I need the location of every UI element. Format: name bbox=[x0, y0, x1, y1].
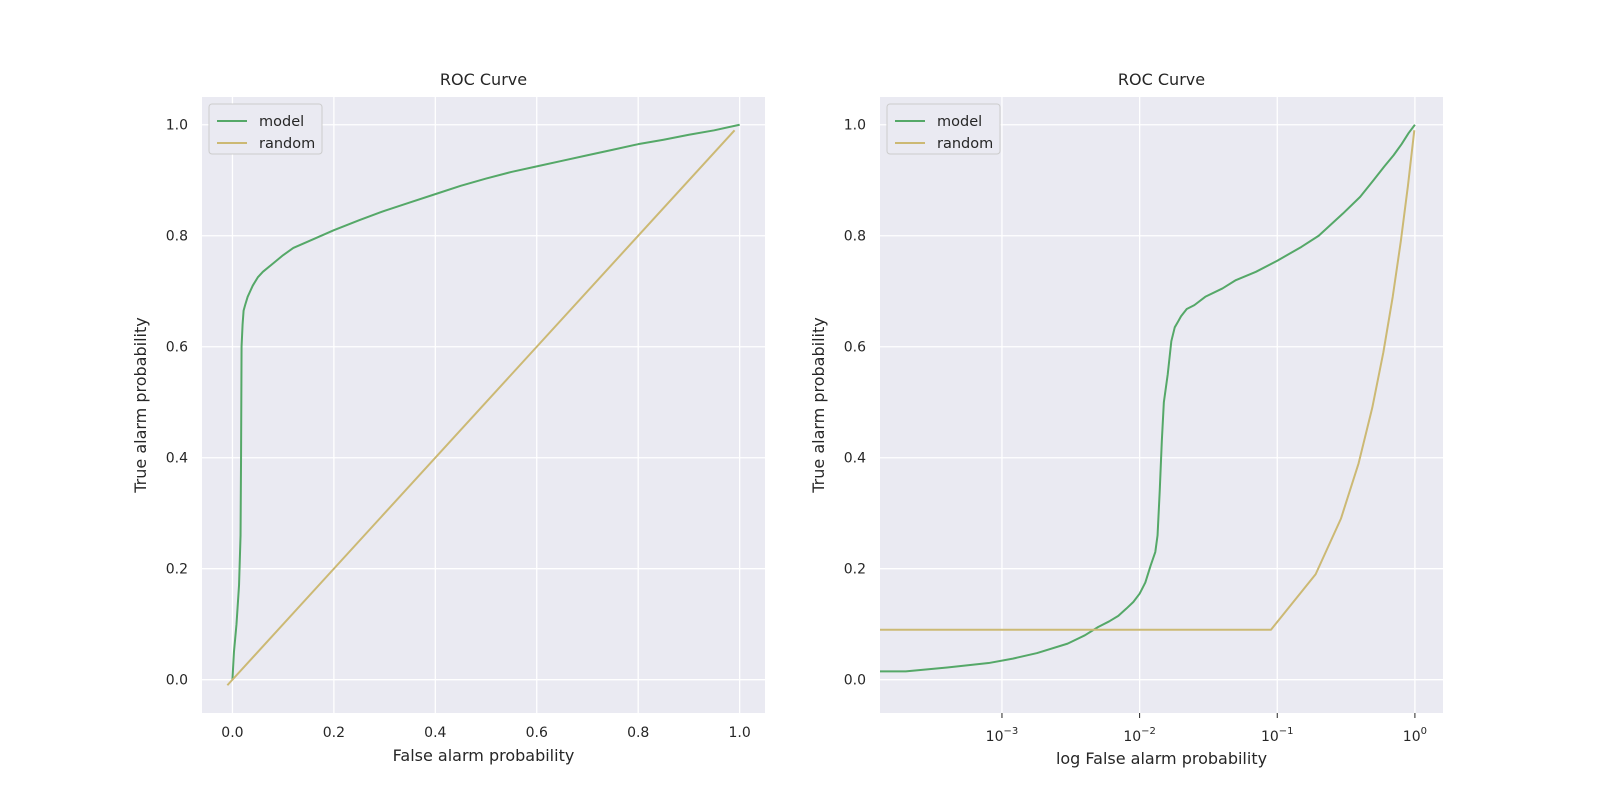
x-tick-label: 0.2 bbox=[323, 725, 345, 741]
series-line-random bbox=[880, 130, 1416, 631]
chart-1: 0.0 0.2 0.4 0.6 0.8 1.0 0.0 0.2 0.4 0.6 0.8 1.0 ROC … bbox=[131, 70, 765, 765]
series-line-model bbox=[231, 123, 740, 680]
chart-title: ROC Curve bbox=[1118, 70, 1205, 89]
legend-label-model: model bbox=[259, 114, 304, 130]
x-tick-label: 100 bbox=[1403, 726, 1427, 745]
x-axis-label: False alarm probability bbox=[393, 746, 575, 765]
legend-frame bbox=[208, 103, 323, 155]
y-tick-label: 1.0 bbox=[844, 118, 866, 134]
y-tick-label: 0.0 bbox=[166, 673, 188, 689]
x-tick-label: 10−1 bbox=[1261, 726, 1294, 745]
y-axis-label: True alarm probability bbox=[131, 317, 150, 493]
legend: model random bbox=[886, 103, 1001, 155]
y-axis-label: True alarm probability bbox=[809, 317, 828, 493]
x-tick-label: 0.8 bbox=[627, 725, 649, 741]
y-tick-label: 0.8 bbox=[166, 229, 188, 245]
y-tick-label: 0.6 bbox=[166, 340, 188, 356]
x-tick-label: 10−2 bbox=[1123, 726, 1156, 745]
x-tick-label: 10−3 bbox=[986, 726, 1019, 745]
y-tick-label: 1.0 bbox=[166, 118, 188, 134]
plot-area bbox=[880, 97, 1443, 713]
legend: model random bbox=[208, 103, 323, 155]
chart-2: 0.0 0.2 0.4 0.6 0.8 1.0 10−3 10−2 10−1 100 ROC Cur… bbox=[809, 70, 1443, 768]
y-tick-label: 0.4 bbox=[844, 451, 866, 467]
x-tick-label: 1.0 bbox=[729, 725, 751, 741]
x-tick-label: 0.0 bbox=[221, 725, 243, 741]
y-tick-label: 0.0 bbox=[844, 673, 866, 689]
legend-frame bbox=[886, 103, 1001, 155]
chart-title: ROC Curve bbox=[440, 70, 527, 89]
y-tick-label: 0.2 bbox=[844, 562, 866, 578]
series-line-model bbox=[880, 124, 1416, 673]
legend-label-random: random bbox=[259, 136, 315, 152]
y-tick-label: 0.8 bbox=[844, 229, 866, 245]
x-tick-label: 0.4 bbox=[424, 725, 446, 741]
y-tick-label: 0.6 bbox=[844, 340, 866, 356]
legend-label-model: model bbox=[937, 114, 982, 130]
y-tick-label: 0.2 bbox=[166, 562, 188, 578]
y-tick-label: 0.4 bbox=[166, 451, 188, 467]
legend-label-random: random bbox=[937, 136, 993, 152]
x-axis-label: log False alarm probability bbox=[1056, 749, 1267, 768]
x-tick-label: 0.6 bbox=[526, 725, 548, 741]
series-line-random bbox=[226, 129, 736, 686]
